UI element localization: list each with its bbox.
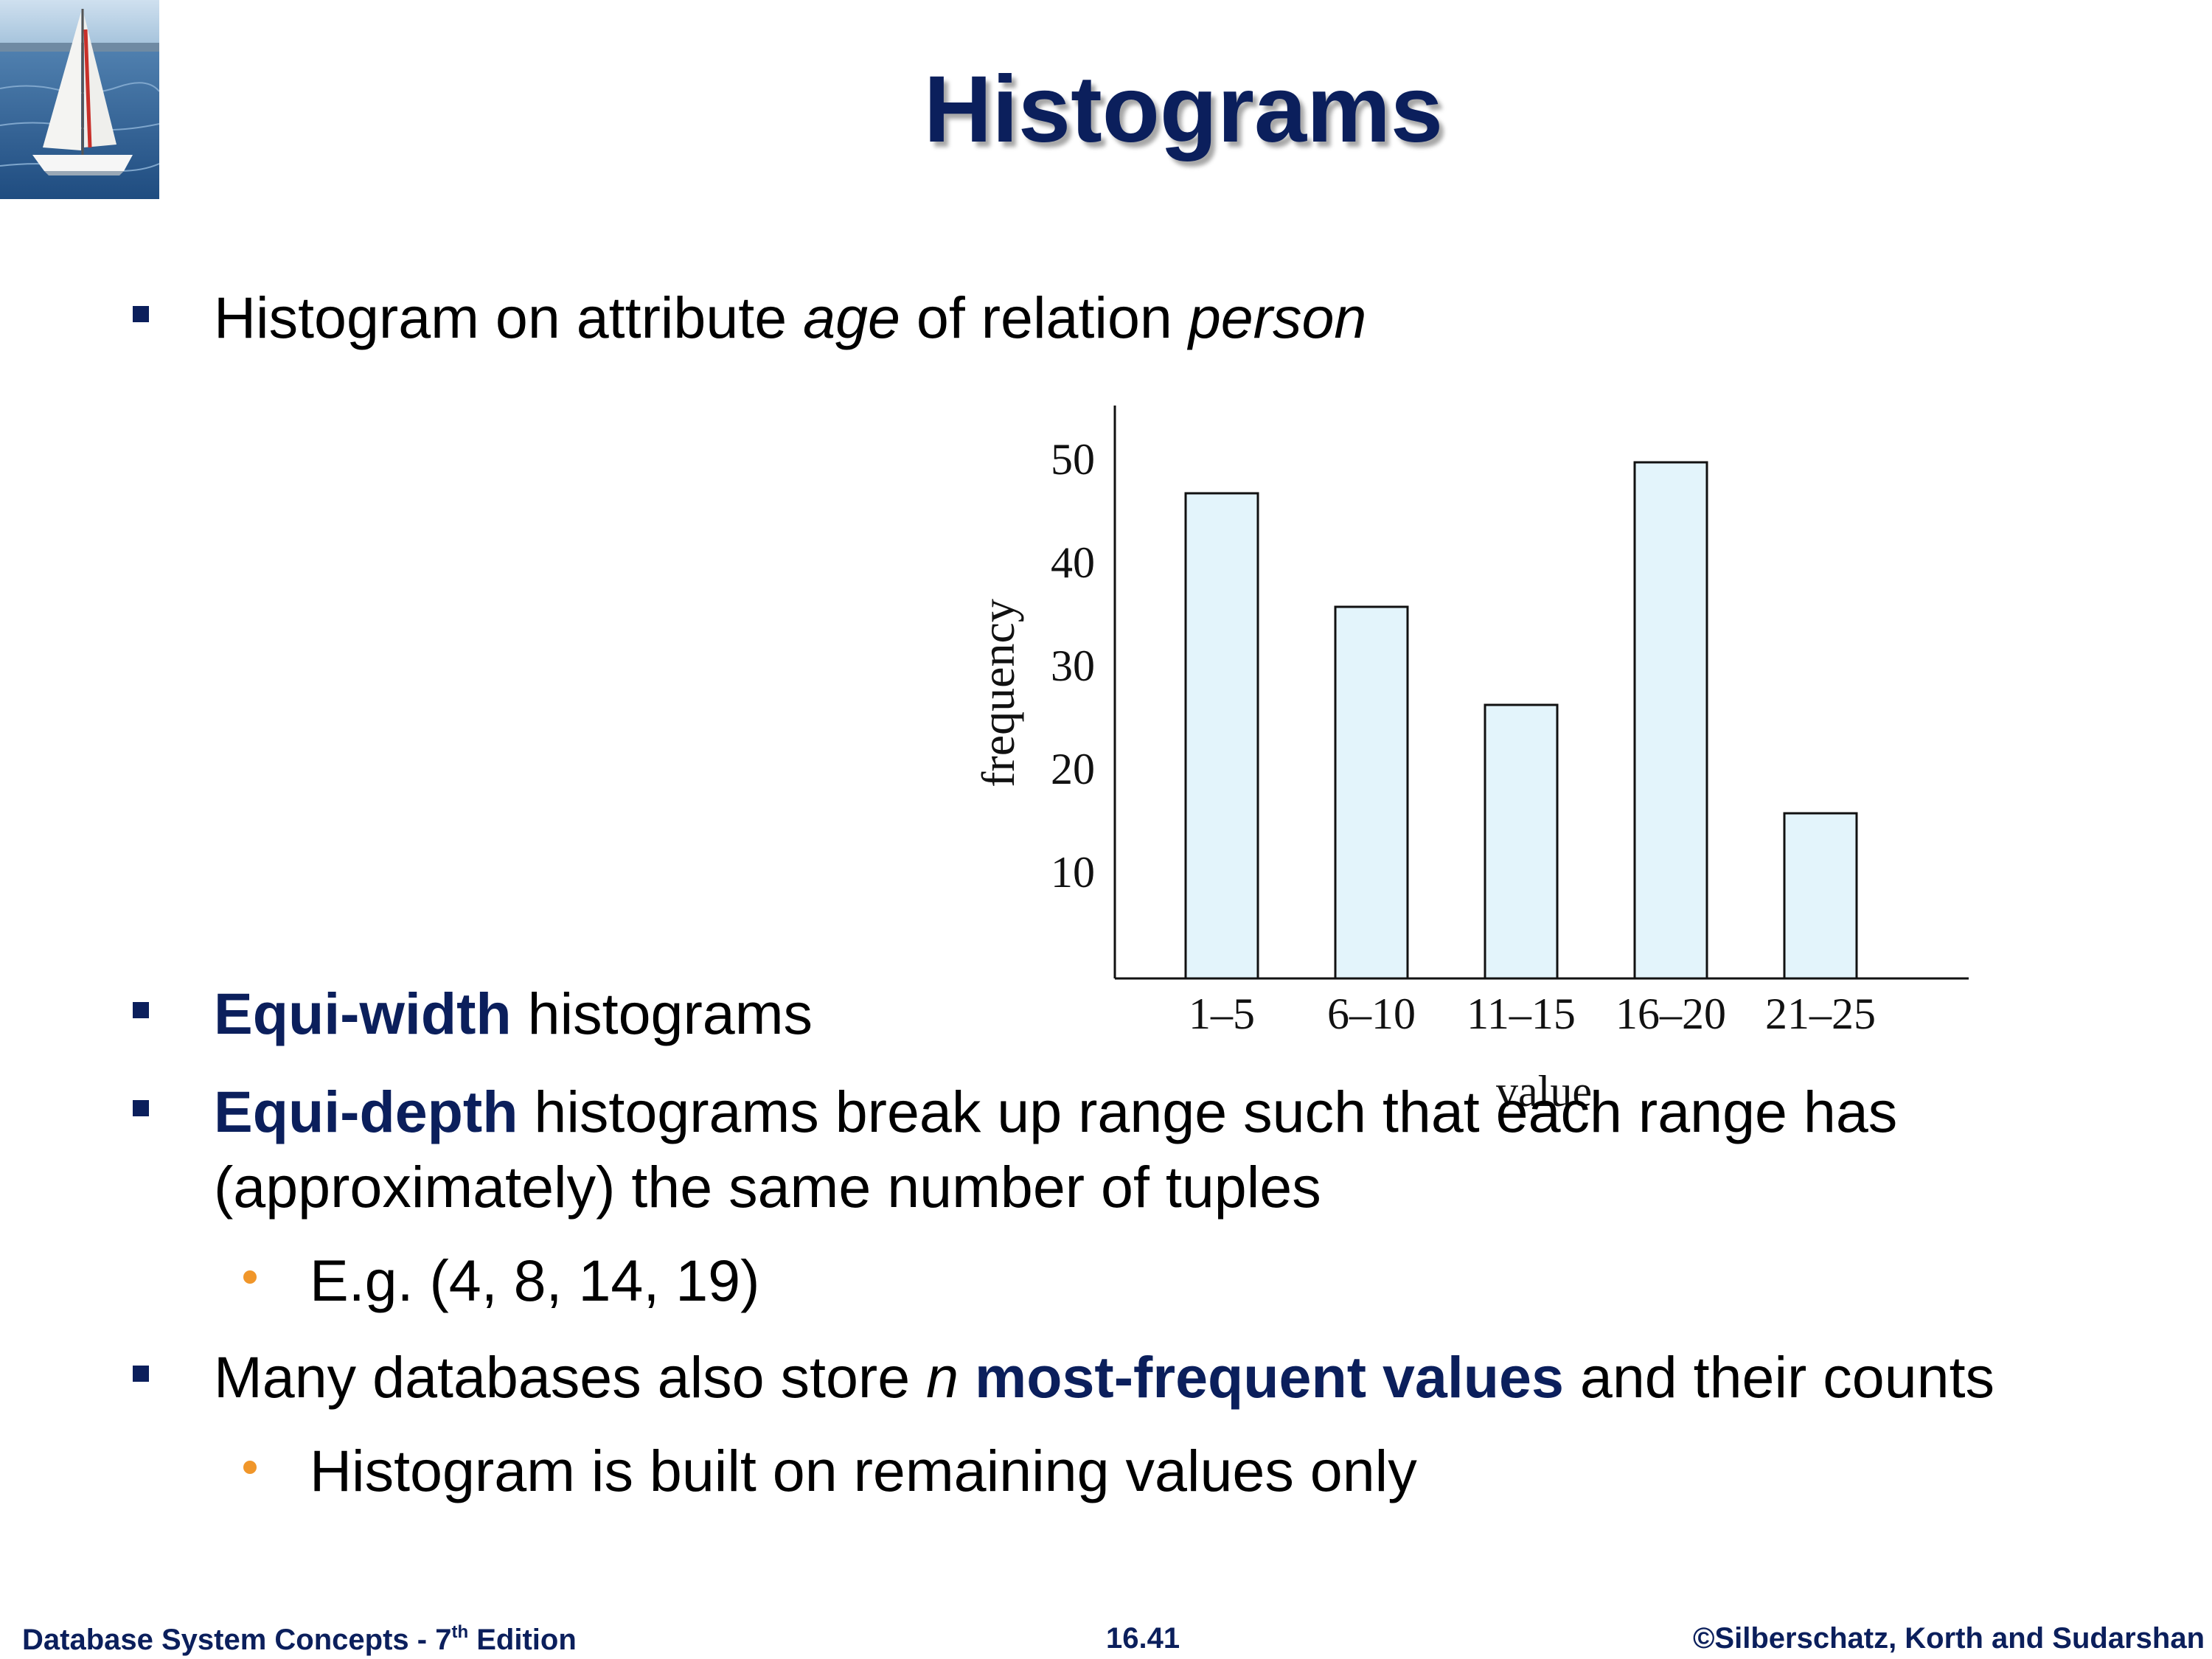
- bullet-marker: [133, 306, 149, 322]
- histogram-bar: [1334, 605, 1409, 980]
- bullet-text: of relation: [900, 285, 1189, 350]
- sub-bullet-marker: [243, 1270, 257, 1284]
- x-tick-label: 1–5: [1189, 990, 1255, 1038]
- histogram-bar: [1783, 812, 1858, 980]
- bullet-text: histograms: [511, 981, 813, 1046]
- sub-bullet-marker: [243, 1461, 257, 1474]
- bullet-text: Many databases also store: [214, 1344, 927, 1410]
- bullet-most-frequent: Many databases also store n most-frequen…: [214, 1340, 1994, 1414]
- bullet-equi-depth: Equi-depth histograms break up range suc…: [214, 1075, 1897, 1149]
- bullet-marker: [133, 1002, 149, 1018]
- slide-number: 16.41: [1106, 1622, 1180, 1655]
- histogram-chart: 10 20 30 40 50 1–5 6–10 11–15 16–20 21–25 freque…: [972, 406, 1969, 1116]
- footer: Database System Concepts - 7th Edition 1…: [0, 1622, 2212, 1657]
- x-axis-label: value: [1496, 1067, 1592, 1116]
- footer-title-tail: Edition: [468, 1624, 577, 1656]
- bullet-text: histograms break up range such that each…: [518, 1079, 1898, 1144]
- y-tick-label: 30: [1051, 641, 1095, 690]
- keyword: Equi-width: [214, 981, 512, 1046]
- keyword: most-frequent values: [974, 1344, 1564, 1410]
- sailboat-logo: [0, 0, 159, 199]
- histogram-bar: [1633, 461, 1708, 980]
- y-tick-label: 50: [1051, 435, 1095, 484]
- histogram-bar: [1184, 492, 1259, 980]
- footer-superscript: th: [451, 1622, 469, 1642]
- y-axis-label: frequency: [972, 599, 1024, 787]
- bullet-marker: [133, 1366, 149, 1382]
- relation-name: person: [1188, 285, 1367, 350]
- footer-title-text: Database System Concepts - 7: [22, 1624, 452, 1656]
- x-tick-label: 11–15: [1467, 990, 1576, 1038]
- bullet-equi-depth-continuation: (approximately) the same number of tuple…: [214, 1154, 1321, 1220]
- keyword: Equi-depth: [214, 1079, 518, 1144]
- y-tick-label: 10: [1051, 848, 1095, 897]
- y-tick-label: 20: [1051, 745, 1095, 793]
- x-tick-label: 6–10: [1327, 990, 1416, 1038]
- slide-title: Histograms: [923, 57, 1444, 162]
- histogram-bar: [1484, 703, 1559, 980]
- attribute-name: age: [803, 285, 900, 350]
- x-tick-label: 16–20: [1615, 990, 1726, 1038]
- footer-book-title: Database System Concepts - 7th Edition: [22, 1622, 577, 1657]
- bullet-histogram-on-age: Histogram on attribute age of relation p…: [214, 281, 1366, 355]
- x-tick-label: 21–25: [1765, 990, 1876, 1038]
- bullet-text: Histogram on attribute: [214, 285, 804, 350]
- bullet-equi-width: Equi-width histograms: [214, 977, 813, 1051]
- footer-copyright: ©Silberschatz, Korth and Sudarshan: [1692, 1622, 2205, 1655]
- bullet-marker: [133, 1100, 149, 1116]
- variable-n: n: [926, 1344, 959, 1410]
- sub-bullet-remaining: Histogram is built on remaining values o…: [310, 1438, 1417, 1503]
- y-tick-label: 40: [1051, 538, 1095, 587]
- sub-bullet-example: E.g. (4, 8, 14, 19): [310, 1248, 760, 1313]
- bullet-text: and their counts: [1563, 1344, 1995, 1410]
